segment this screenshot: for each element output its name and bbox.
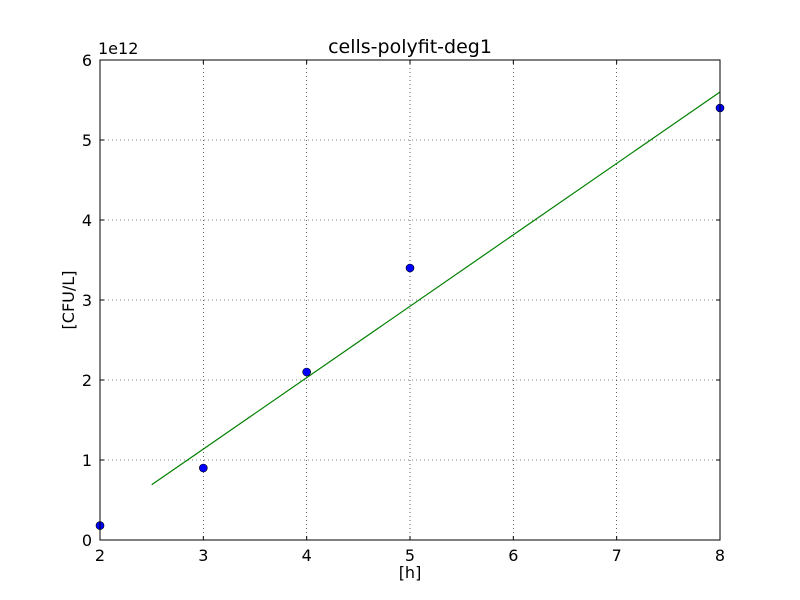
x-tick-label: 2 [95,546,105,565]
x-tick-label: 8 [715,546,725,565]
x-tick-label: 4 [302,546,312,565]
y-tick-label: 1 [82,451,92,470]
x-tick-label: 3 [198,546,208,565]
x-tick-label: 7 [612,546,622,565]
y-tick-label: 6 [82,51,92,70]
y-tick-label: 2 [82,371,92,390]
x-tick-label: 5 [405,546,415,565]
y-tick-label: 4 [82,211,92,230]
y-tick-label: 5 [82,131,92,150]
fit-line [151,91,721,486]
y-axis-label: [CFU/L] [59,271,78,330]
axis-ticks: 2 3 4 5 6 7 8 0 1 2 3 4 5 6 [82,51,725,565]
x-axis-label: [h] [399,563,422,582]
chart-title: cells-polyfit-deg1 [328,36,492,58]
data-point [405,263,415,273]
data-point [199,463,208,473]
data-point [302,367,311,377]
y-offset-label: 1e12 [98,39,138,58]
y-tick-label: 0 [82,531,92,550]
y-tick-label: 3 [82,291,92,310]
x-tick-label: 6 [508,546,518,565]
